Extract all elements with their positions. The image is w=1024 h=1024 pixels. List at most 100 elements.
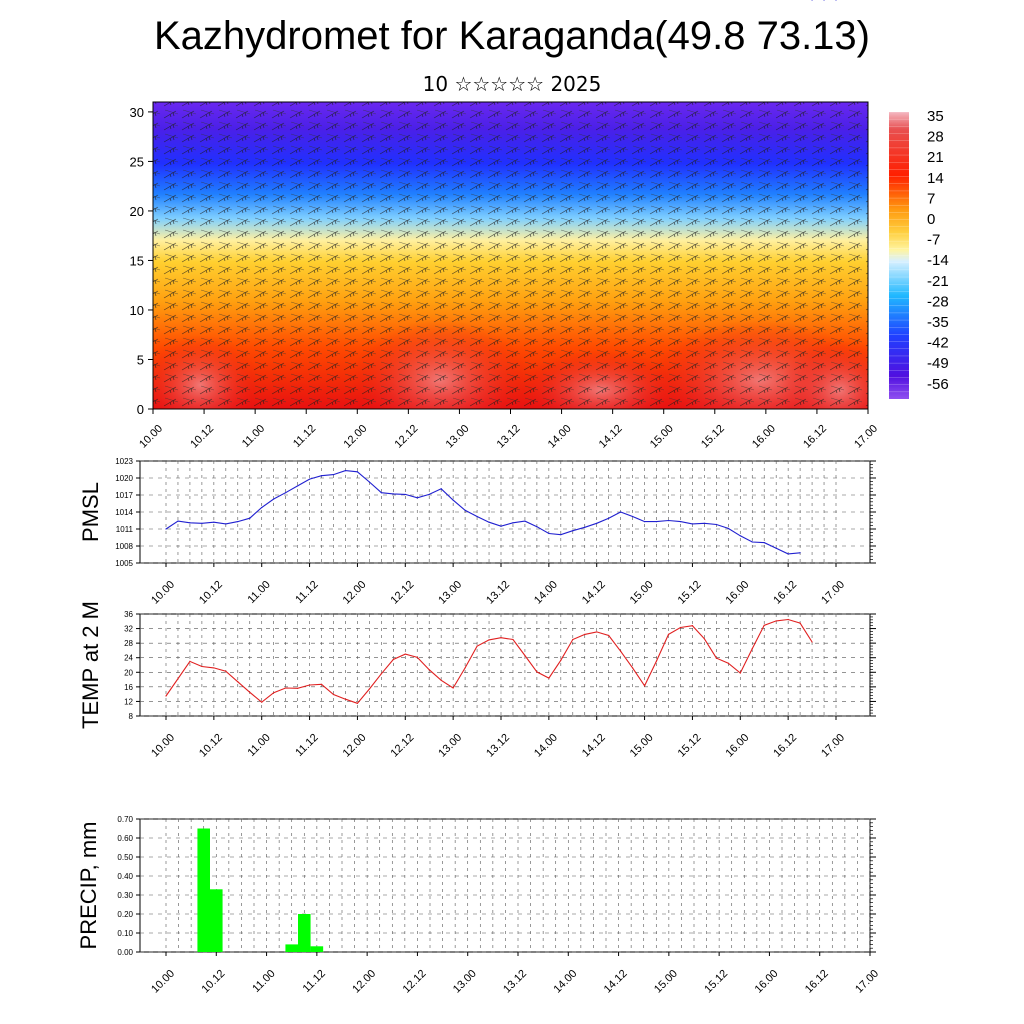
heatmap-x-tick-label: 14.00 (546, 423, 574, 451)
colorbar-label: -28 (927, 293, 949, 310)
heatmap-x-tick-label: 10.12 (188, 423, 216, 451)
temp-data-point (285, 687, 287, 689)
pmsl-data-point (620, 511, 622, 513)
colorbar-label: 7 (927, 190, 935, 207)
temp-data-point (691, 625, 694, 627)
pmsl-x-tick-label: 16.12 (771, 579, 799, 607)
temp-data-point (643, 685, 646, 687)
temp-data-point (620, 650, 622, 652)
temp-data-point (763, 624, 765, 626)
temp-data-point (368, 688, 370, 690)
precip-x-tick-label: 16.00 (753, 968, 781, 996)
temp-x-tick-label: 12.12 (388, 732, 416, 760)
precip-y-tick-label: 0.00 (117, 948, 133, 957)
temp-data-point (536, 671, 538, 673)
heatmap-y-tick-label: 30 (130, 105, 144, 120)
pmsl-data-point (440, 488, 442, 490)
pmsl-data-point (667, 519, 670, 522)
precip-x-tick-label: 13.00 (451, 968, 479, 996)
pmsl-data-point (751, 541, 753, 543)
pmsl-x-tick-label: 13.00 (436, 579, 464, 607)
temp-y-tick-label: 24 (124, 654, 133, 663)
heatmap-x-tick-label: 13.12 (495, 423, 523, 451)
colorbar: 35 28 21 14 7 0 -7 -14 -21 -28 -35 -42 -49 -56 (889, 108, 949, 399)
temp-x-tick-label: 13.00 (436, 732, 464, 760)
precip-x-tick-label: 14.00 (551, 968, 579, 996)
temp-data-point (751, 648, 753, 650)
temp-data-point (476, 645, 478, 647)
colorbar-label: 28 (927, 129, 944, 146)
pmsl-data-point (488, 521, 490, 523)
temp-data-point (739, 672, 741, 674)
pmsl-data-point (608, 517, 610, 519)
pmsl-data-point (452, 499, 454, 501)
pmsl-y-tick-label: 1023 (115, 457, 133, 466)
pmsl-data-point (584, 526, 586, 528)
temp-data-point (596, 631, 598, 633)
pmsl-y-tick-label: 1005 (115, 559, 133, 568)
precip-x-tick-label: 11.00 (250, 968, 277, 995)
temp-data-point (811, 641, 813, 643)
pmsl-data-point (835, 0, 837, 1)
temp-data-point (452, 687, 454, 689)
heatmap-y-tick-label: 10 (130, 303, 144, 318)
precip-x-tick-label: 14.12 (602, 968, 630, 996)
temp-y-tick-label: 36 (124, 610, 133, 619)
temp-data-point (488, 639, 490, 641)
temp-data-point (225, 670, 227, 672)
temp-data-point (237, 681, 239, 683)
precip-y-tick-label: 0.60 (117, 834, 133, 843)
temp-data-point (500, 637, 502, 639)
temp-x-tick-label: 10.00 (149, 732, 177, 760)
pmsl-data-point (225, 523, 227, 525)
temp-data-point (297, 687, 299, 689)
pmsl-series-line (165, 470, 801, 555)
temp-data-point (632, 667, 634, 669)
temp-data-point (584, 633, 586, 636)
colorbar-label: -21 (927, 273, 949, 290)
temp-data-point (775, 620, 777, 622)
pmsl-x-tick-label: 14.12 (580, 579, 608, 607)
pmsl-data-point (655, 521, 658, 523)
pmsl-y-tick-label: 1020 (115, 474, 133, 483)
colorbar-label: 14 (927, 170, 944, 187)
heatmap-x-tick-label: 15.00 (648, 423, 676, 451)
pmsl-data-point (285, 492, 287, 494)
temp-data-point (201, 665, 203, 668)
heatmap-x-tick-label: 16.12 (801, 423, 829, 451)
pmsl-data-point (572, 530, 574, 532)
pmsl-y-tick-label: 1008 (115, 542, 133, 551)
pmsl-data-point (261, 506, 263, 509)
heatmap-x-tick-label: 13.00 (444, 423, 472, 451)
temp-data-point (560, 659, 562, 661)
pmsl-data-point (536, 526, 538, 528)
temp-data-point (799, 622, 801, 624)
precip-axis-label: PRECIP, mm (76, 822, 101, 950)
pmsl-x-tick-label: 11.12 (293, 579, 320, 606)
temp-data-point (416, 656, 418, 658)
heatmap-y-tick-label: 25 (130, 154, 144, 169)
temp-data-point (524, 654, 526, 657)
temp-x-tick-label: 14.12 (580, 732, 608, 760)
pmsl-x-tick-label: 15.12 (676, 579, 704, 607)
pmsl-x-tick-label: 12.00 (341, 579, 369, 607)
pmsl-data-point (512, 522, 514, 524)
colorbar-label: -7 (927, 232, 940, 249)
pmsl-data-point (823, 0, 825, 1)
heatmap-x-tick-label: 10.00 (137, 423, 165, 451)
temp-data-point (261, 701, 263, 703)
precip-y-tick-label: 0.40 (117, 872, 133, 881)
temp-data-point (249, 691, 251, 693)
temp-data-point (679, 626, 682, 629)
precip-x-tick-label: 12.12 (401, 968, 429, 996)
pmsl-data-point (297, 485, 299, 487)
heatmap-x-tick-label: 15.12 (699, 423, 727, 451)
temp-y-tick-label: 20 (124, 668, 133, 677)
precip-bar (197, 828, 210, 952)
pmsl-data-point (739, 535, 741, 537)
pmsl-y-tick-label: 1014 (115, 508, 133, 517)
pmsl-data-point (715, 523, 717, 526)
pmsl-data-point (273, 498, 275, 500)
precip-bar (210, 889, 223, 952)
pmsl-x-tick-label: 15.00 (628, 579, 656, 607)
